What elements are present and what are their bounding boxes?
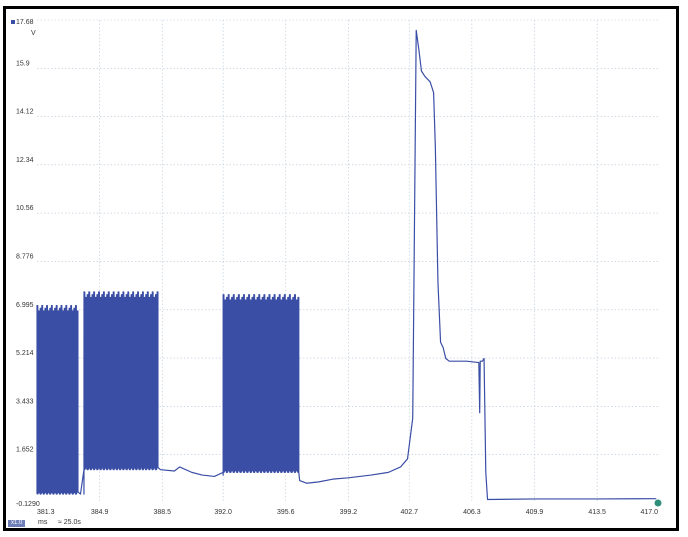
x-tick-label: 384.9 bbox=[91, 509, 109, 516]
y-top-label: 17.68 bbox=[16, 19, 34, 26]
y-tick-label: 10.56 bbox=[16, 205, 34, 212]
channel-marker bbox=[11, 20, 15, 24]
x-tick-label: 395.6 bbox=[277, 509, 295, 516]
y-tick-label: 12.34 bbox=[16, 157, 34, 164]
x-tick-label: 392.0 bbox=[214, 509, 232, 516]
y-tick-label: 3.433 bbox=[16, 398, 34, 405]
y-tick-label: 15.9 bbox=[16, 60, 30, 67]
x-tick-label: 388.5 bbox=[153, 509, 171, 516]
y-unit-label: V bbox=[31, 30, 36, 37]
trigger-marker bbox=[654, 499, 662, 507]
x-tick-label: 406.3 bbox=[463, 509, 481, 516]
x-tick-label: 409.9 bbox=[526, 509, 544, 516]
y-tick-label: 8.776 bbox=[16, 253, 34, 260]
y-tick-label: -0.1290 bbox=[16, 501, 40, 508]
timebase-label: ≈ 25.0s bbox=[58, 519, 81, 526]
y-tick-label: 1.652 bbox=[16, 447, 34, 454]
x-tick-label: 417.0 bbox=[640, 509, 658, 516]
x-tick-label: 413.5 bbox=[588, 509, 606, 516]
x-tick-label: 402.7 bbox=[400, 509, 418, 516]
series-line bbox=[36, 29, 657, 501]
x-tick-label: 381.3 bbox=[37, 509, 55, 516]
axes: 381.3 384.9 388.5 392.0 395.6 399.2 402.7 406.3… bbox=[16, 60, 658, 516]
y-tick-label: 14.12 bbox=[16, 109, 34, 116]
x-unit-label: ms bbox=[38, 519, 48, 526]
y-tick-label: 5.214 bbox=[16, 350, 34, 357]
trace bbox=[36, 29, 657, 501]
zoom-badge[interactable]: x1.0 bbox=[8, 520, 26, 527]
y-tick-label: 6.995 bbox=[16, 302, 34, 309]
x-tick-label: 399.2 bbox=[340, 509, 358, 516]
